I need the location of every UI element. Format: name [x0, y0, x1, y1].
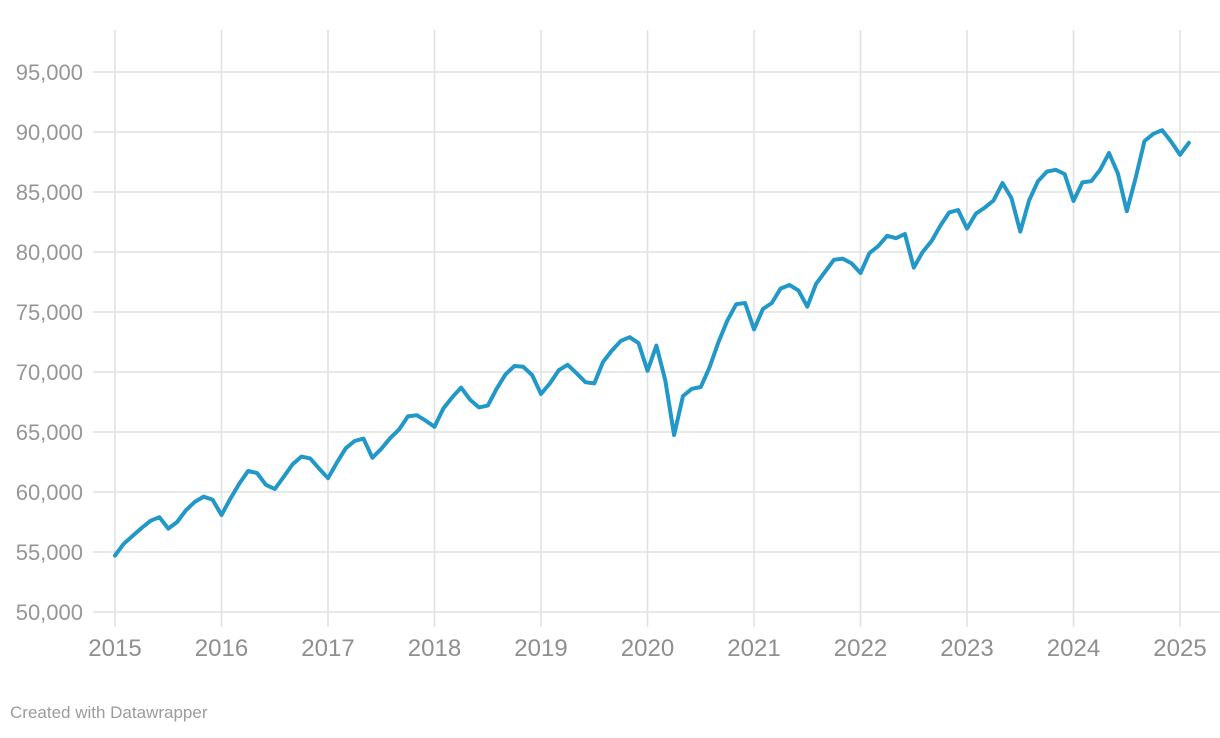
- data-line-series: [113, 128, 1191, 558]
- y-axis-tick-label: 65,000: [16, 420, 83, 445]
- y-axis-tick-label: 80,000: [16, 240, 83, 265]
- x-axis-tick-label: 2018: [408, 635, 461, 662]
- y-axis-tick-label: 70,000: [16, 360, 83, 385]
- y-axis-tick-label: 50,000: [16, 600, 83, 625]
- x-axis-tick-label: 2020: [621, 635, 674, 662]
- x-axis-tick-label: 2016: [195, 635, 248, 662]
- y-axis-tick-label: 90,000: [16, 120, 83, 145]
- y-axis-tick-label: 95,000: [16, 60, 83, 85]
- x-axis-tick-label: 2024: [1047, 635, 1100, 662]
- x-axis-tick-label: 2025: [1153, 635, 1206, 662]
- x-axis-tick-label: 2023: [940, 635, 993, 662]
- y-axis-tick-label: 55,000: [16, 540, 83, 565]
- x-axis-tick-label: 2021: [727, 635, 780, 662]
- x-axis-tick-label: 2019: [514, 635, 567, 662]
- y-axis-tick-label: 85,000: [16, 180, 83, 205]
- x-axis-tick-label: 2017: [301, 635, 354, 662]
- x-axis-tick-label: 2022: [834, 635, 887, 662]
- x-axis-tick-label: 2015: [88, 635, 141, 662]
- line-chart: 50,000 55,000 60,000 65,000 70,000 75,000 80,0…: [16, 30, 1220, 662]
- footer-credit: Created with Datawrapper: [10, 703, 208, 722]
- y-axis-tick-label: 75,000: [16, 300, 83, 325]
- y-axis-tick-label: 60,000: [16, 480, 83, 505]
